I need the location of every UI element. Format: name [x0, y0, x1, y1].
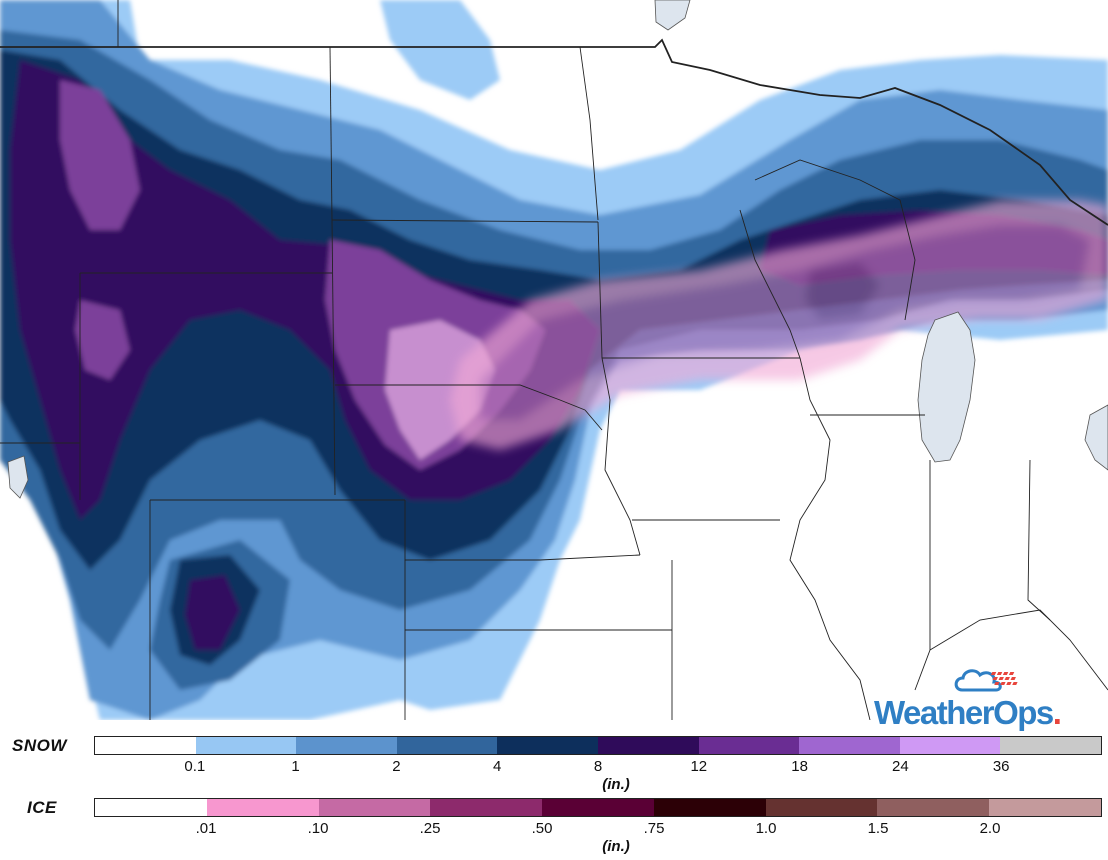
snow-colorbar-cell	[799, 737, 900, 754]
ice-colorbar-cell	[542, 799, 654, 816]
snow-ice-forecast-map	[0, 0, 1108, 720]
ice-colorbar-cell	[206, 799, 319, 816]
snow-colorbar-cell	[396, 737, 498, 754]
map-canvas	[0, 0, 1108, 720]
snow-unit-label: (in.)	[602, 776, 630, 793]
snow-colorbar-cell	[95, 737, 196, 754]
snow-tick-label: 24	[892, 758, 909, 775]
ice-tick-label: 1.0	[755, 820, 777, 837]
ice-colorbar	[94, 798, 1102, 817]
snow-colorbar-cell	[296, 737, 397, 754]
ice-tick-label: .10	[307, 820, 329, 837]
snow-colorbar-cell	[597, 737, 699, 754]
snow-tick-label: 12	[690, 758, 708, 775]
border-mt-nd	[329, 46, 333, 221]
border-mn-wi	[739, 209, 801, 359]
snow-colorbar	[94, 736, 1102, 755]
border-wy-sd	[331, 219, 336, 496]
cloud-sun-icon	[954, 669, 1018, 692]
snow-colorbar-cell	[899, 737, 1001, 754]
border-sd-mn	[597, 221, 603, 359]
weatherops-logo: WeatherOps.	[874, 664, 1106, 731]
ice-colorbar-cell	[430, 799, 543, 816]
snow-tick-label: 8	[593, 758, 603, 775]
lake-winnipeg-tip	[654, 0, 691, 31]
snow-tick-label: 4	[493, 758, 502, 775]
border-co-ne	[404, 500, 641, 561]
snow-contour-12-west2	[75, 300, 130, 380]
ice-tick-labels: .01 .10 .25 .50 .75 1.0 1.5 2.0	[94, 820, 1102, 840]
border-ky	[929, 609, 1108, 691]
ice-colorbar-cell	[95, 799, 207, 816]
ice-tick-label: .50	[531, 820, 553, 837]
snow-contour-12-west	[60, 80, 140, 230]
snow-legend-label: SNOW	[12, 736, 67, 755]
snow-tick-label: 18	[791, 758, 808, 775]
ice-unit-label: (in.)	[602, 838, 630, 855]
snow-tick-label: 36	[992, 758, 1010, 775]
ice-tick-label: 1.5	[867, 820, 889, 837]
brand-wordmark: WeatherOps.	[874, 694, 1062, 732]
border-in-oh	[1027, 459, 1051, 621]
border-wi-mi	[754, 159, 916, 321]
ice-colorbar-cell	[318, 799, 431, 816]
snow-tick-label: 1	[291, 758, 300, 775]
ice-colorbar-cell	[765, 799, 878, 816]
ice-field	[450, 200, 1108, 450]
brand-suffix: .	[1052, 694, 1062, 731]
west-lake	[7, 455, 29, 499]
ice-colorbar-cell	[653, 799, 766, 816]
ice-colorbar-cell	[877, 799, 990, 816]
border-nd-sd	[331, 219, 599, 223]
snow-tick-label: 2	[392, 758, 401, 775]
snow-contour-0.1-north	[380, 0, 500, 100]
ice-colorbar-cell	[989, 799, 1102, 816]
border-sd-ia	[584, 409, 603, 431]
political-borders	[0, 0, 1108, 720]
snow-colorbar-cell	[497, 737, 598, 754]
ice-contour-0.25	[805, 262, 880, 320]
brand-name: WeatherOps	[874, 694, 1054, 731]
lake-michigan	[917, 311, 976, 463]
snow-colorbar-cell	[195, 737, 297, 754]
border-nd-mn	[579, 46, 599, 221]
snow-colorbar-cell	[1000, 737, 1101, 754]
snow-colorbar-cell	[698, 737, 800, 754]
snow-tick-label: 0.1	[184, 758, 206, 775]
ice-tick-label: .75	[643, 820, 665, 837]
ice-tick-label: .25	[419, 820, 441, 837]
border-ia-ne	[601, 357, 641, 556]
border-sd-ne	[335, 384, 586, 411]
ice-legend-label: ICE	[27, 798, 57, 817]
snow-tick-labels: 0.1 1 2 4 8 12 18 24 36	[94, 758, 1102, 778]
snow-contour-8-south	[185, 575, 240, 650]
great-lakes	[7, 0, 1108, 499]
ice-tick-label: .01	[195, 820, 217, 837]
border-mississippi	[789, 357, 871, 720]
canada-border	[0, 38, 1108, 226]
lake-superior-east	[1084, 404, 1108, 471]
ice-contour-0.10	[480, 225, 1090, 420]
ice-tick-label: 2.0	[979, 820, 1001, 837]
